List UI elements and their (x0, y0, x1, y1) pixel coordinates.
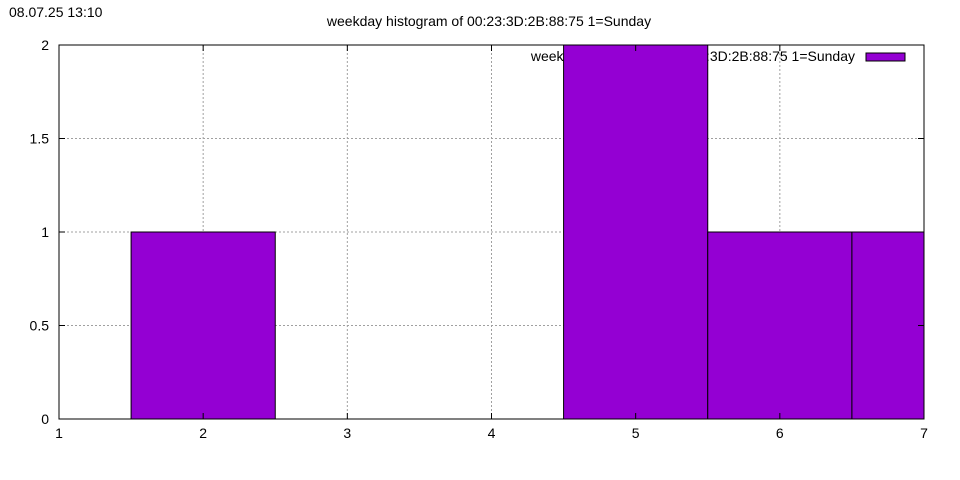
bars (130, 45, 924, 419)
x-axis: 1 2 3 4 5 6 7 (55, 45, 928, 441)
y-tick-label: 1.5 (30, 131, 50, 147)
chart-title: weekday histogram of 00:23:3D:2B:88:75 1… (326, 13, 651, 29)
x-tick-label: 4 (488, 425, 496, 441)
legend-swatch (865, 52, 906, 62)
x-tick-label: 1 (55, 425, 63, 441)
x-tick-label: 2 (199, 425, 207, 441)
timestamp: 08.07.25 13:10 (9, 4, 103, 20)
bar (130, 231, 276, 419)
bar (563, 45, 709, 419)
y-tick-label: 1 (41, 224, 49, 240)
y-tick-label: 0 (41, 411, 49, 427)
x-tick-label: 7 (920, 425, 928, 441)
x-tick-label: 6 (776, 425, 784, 441)
x-tick-label: 3 (343, 425, 351, 441)
y-tick-label: 2 (41, 37, 49, 53)
bar (851, 231, 924, 419)
x-tick-label: 5 (632, 425, 640, 441)
y-axis: 0 0.5 1 1.5 2 (30, 37, 924, 427)
y-tick-label: 0.5 (30, 318, 50, 334)
bar (707, 231, 853, 419)
